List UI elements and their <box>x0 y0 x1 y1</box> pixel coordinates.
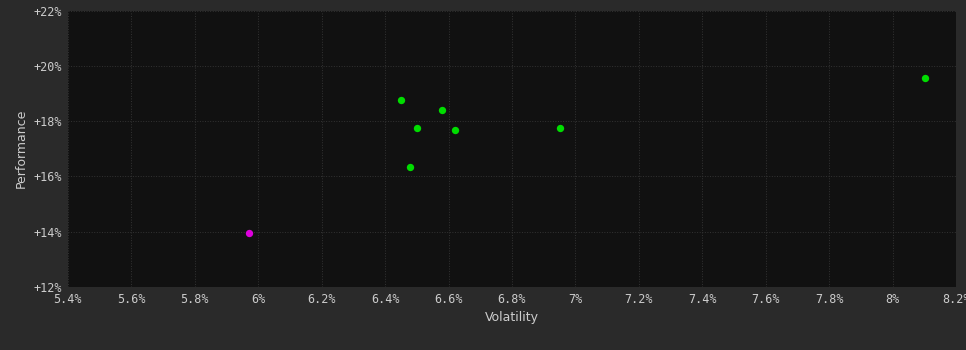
X-axis label: Volatility: Volatility <box>485 311 539 324</box>
Point <box>409 125 424 131</box>
Point <box>403 164 418 169</box>
Point <box>435 107 450 113</box>
Point <box>552 125 567 131</box>
Y-axis label: Performance: Performance <box>15 109 28 188</box>
Point <box>393 98 409 103</box>
Point <box>447 127 463 133</box>
Point <box>917 76 932 81</box>
Point <box>241 230 256 236</box>
